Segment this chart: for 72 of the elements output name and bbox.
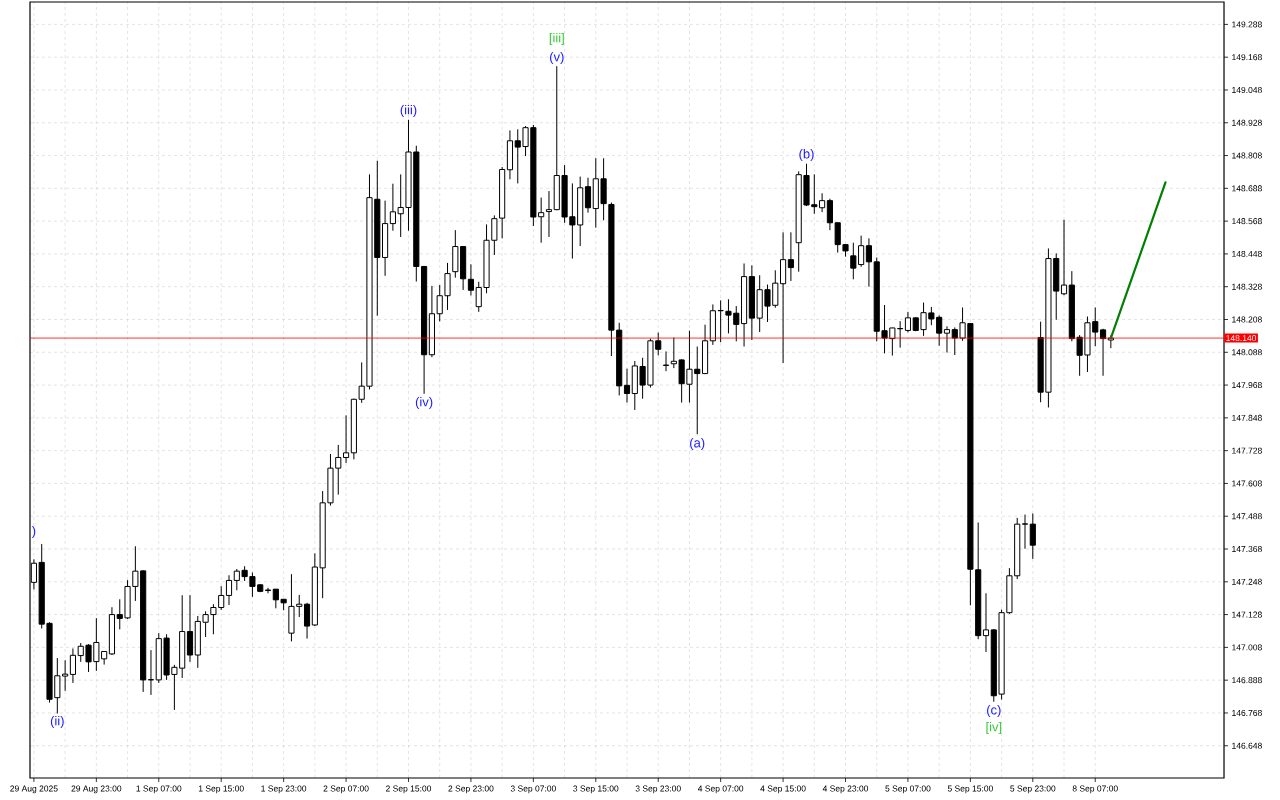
- y-tick-label: 146.648: [1232, 742, 1262, 749]
- y-tick-label: 148.208: [1232, 316, 1262, 323]
- x-tick-label: 1 Sep 23:00: [261, 785, 307, 794]
- y-tick-label: 149.048: [1232, 86, 1262, 93]
- candlestick: [943, 325, 951, 354]
- x-tick-label: 2 Sep 23:00: [448, 785, 494, 794]
- x-tick-label: 5 Sep 23:00: [1010, 785, 1056, 794]
- candlestick: [342, 414, 350, 464]
- annotation: [iii]: [549, 32, 564, 46]
- y-tick-label: 148.088: [1232, 349, 1262, 356]
- candlestick: [904, 311, 912, 333]
- x-tick-label: 5 Sep 15:00: [947, 785, 993, 794]
- candlestick: [584, 177, 592, 214]
- x-tick-label: 29 Aug 2025: [10, 785, 58, 794]
- x-tick-label: 2 Sep 07:00: [323, 785, 369, 794]
- y-tick-label: 148.688: [1232, 185, 1262, 192]
- x-tick-label: 4 Sep 23:00: [822, 785, 869, 794]
- y-tick-label: 147.848: [1232, 414, 1262, 421]
- candlestick: [264, 587, 272, 594]
- y-tick-label: 147.128: [1232, 611, 1262, 618]
- annotation: (a): [690, 437, 705, 451]
- candlestick: [982, 592, 990, 653]
- x-tick-label: 1 Sep 07:00: [136, 785, 182, 794]
- y-tick-label: 146.768: [1232, 709, 1262, 716]
- y-tick-label: 149.168: [1232, 54, 1262, 61]
- candlestick: [303, 602, 311, 640]
- annotation: (c): [987, 704, 1001, 718]
- annotation: (ii): [50, 715, 64, 729]
- x-tick-label: 29 Aug 23:00: [71, 785, 122, 794]
- y-tick-label: 149.288: [1232, 21, 1262, 28]
- x-tick-label: 1 Sep 15:00: [198, 785, 244, 794]
- y-tick-label: 147.608: [1232, 480, 1262, 487]
- candlestick: [545, 190, 553, 238]
- candlestick: [1029, 512, 1036, 560]
- candlestick: [467, 263, 475, 296]
- x-tick-label: 2 Sep 15:00: [386, 785, 432, 794]
- annotation: (v): [550, 51, 564, 65]
- y-tick-label: 148.448: [1232, 250, 1262, 257]
- candlestick: [1021, 514, 1029, 550]
- y-tick-label: 148.568: [1232, 218, 1262, 225]
- x-tick-label: 3 Sep 15:00: [573, 785, 619, 794]
- candlestick: [623, 368, 631, 404]
- annotation: [iv]: [986, 721, 1002, 735]
- candlestick: [1060, 219, 1068, 296]
- ref-line-label: 148.140: [1226, 335, 1257, 342]
- candlestick: [225, 574, 233, 606]
- candlestick: [662, 350, 670, 372]
- annotation: (b): [799, 148, 814, 162]
- annotation: (iv): [415, 396, 433, 410]
- y-tick-label: 147.728: [1232, 447, 1262, 454]
- candlestick: [865, 237, 872, 288]
- candlestick: [787, 231, 794, 282]
- x-tick-label: 3 Sep 23:00: [635, 785, 681, 794]
- y-tick-label: 146.888: [1232, 677, 1262, 684]
- y-tick-label: 147.488: [1232, 513, 1262, 520]
- candlestick: [147, 649, 155, 696]
- y-tick-label: 148.808: [1232, 152, 1262, 159]
- x-tick-label: 4 Sep 15:00: [760, 785, 806, 794]
- y-tick-label: 148.928: [1232, 119, 1262, 126]
- x-tick-label: 4 Sep 07:00: [697, 785, 744, 794]
- x-tick-label: 5 Sep 07:00: [885, 785, 931, 794]
- x-tick-label: 3 Sep 07:00: [510, 785, 556, 794]
- candlestick: [69, 647, 77, 684]
- annotation: (iii): [400, 104, 417, 118]
- x-tick-label: 8 Sep 07:00: [1072, 785, 1118, 794]
- annotation: ): [31, 525, 36, 539]
- y-tick-label: 147.008: [1232, 644, 1262, 651]
- y-tick-label: 147.248: [1232, 578, 1262, 585]
- y-tick-label: 148.328: [1232, 283, 1262, 290]
- y-tick-label: 147.968: [1232, 382, 1262, 389]
- candlestick: [186, 594, 194, 663]
- y-tick-label: 147.368: [1232, 546, 1262, 553]
